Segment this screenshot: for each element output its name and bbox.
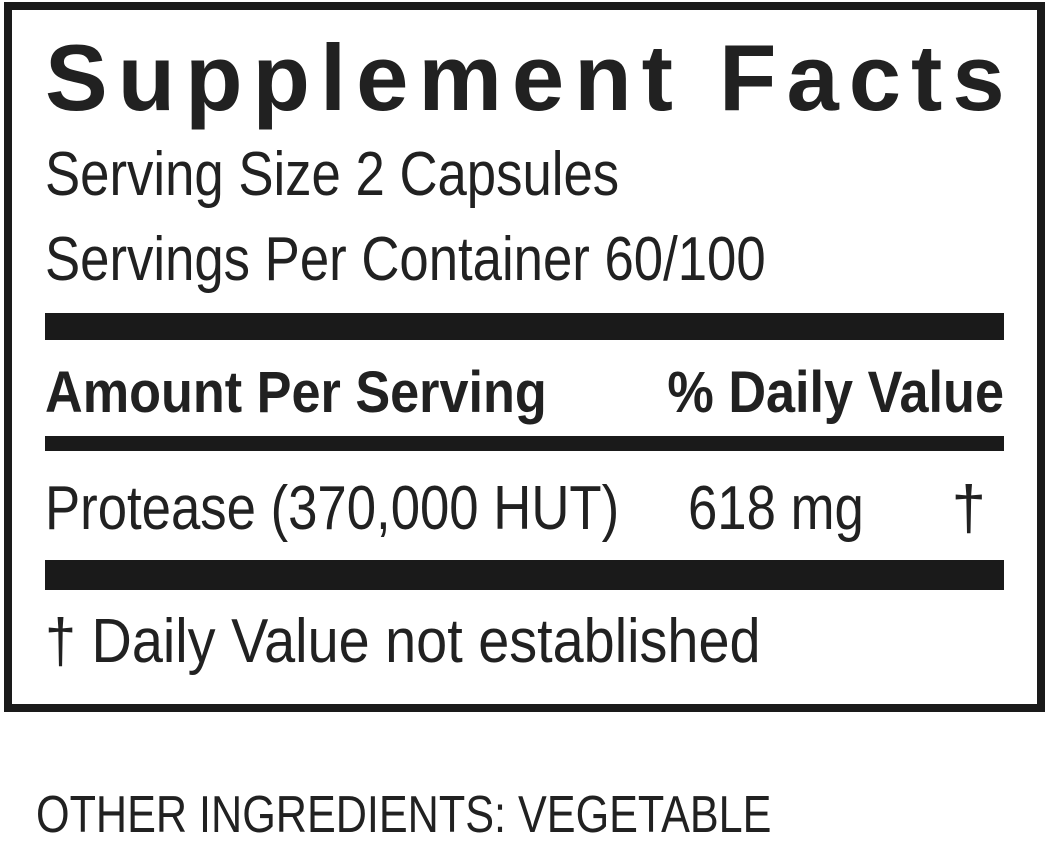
divider-bar-thick-top <box>45 313 1004 340</box>
nutrient-amount: 618 mg <box>688 474 864 543</box>
panel-title: Supplement Facts <box>45 25 1015 130</box>
divider-bar-thin <box>45 436 1004 451</box>
footnote-text: † Daily Value not established <box>45 607 761 676</box>
footnote-line: † Daily Value not established <box>45 611 1004 673</box>
servings-per-container-line: Servings Per Container 60/100 <box>45 229 1004 291</box>
serving-size-line: Serving Size 2 Capsules <box>45 144 1004 206</box>
serving-size-text: Serving Size 2 Capsules <box>45 140 620 209</box>
supplement-facts-panel: Supplement Facts Serving Size 2 Capsules… <box>4 2 1045 712</box>
nutrient-amount-wrap: 618 mg <box>688 478 895 540</box>
column-header-row: Amount Per Serving % Daily Value <box>45 364 1004 422</box>
divider-bar-thick-bottom <box>45 560 1004 590</box>
nutrient-row: Protease (370,000 HUT) 618 mg † <box>45 478 1004 540</box>
nutrient-name: Protease (370,000 HUT) <box>45 474 620 543</box>
other-ingredients-text: OTHER INGREDIENTS: VEGETABLE CAPSULE (HY… <box>36 786 772 844</box>
servings-per-container-text: Servings Per Container 60/100 <box>45 225 766 294</box>
percent-daily-value-header: % Daily Value <box>667 360 1004 425</box>
amount-per-serving-header: Amount Per Serving <box>45 360 547 425</box>
nutrient-daily-value-dagger: † <box>951 474 986 543</box>
other-ingredients-block: OTHER INGREDIENTS: VEGETABLE CAPSULE (HY… <box>36 731 1051 844</box>
